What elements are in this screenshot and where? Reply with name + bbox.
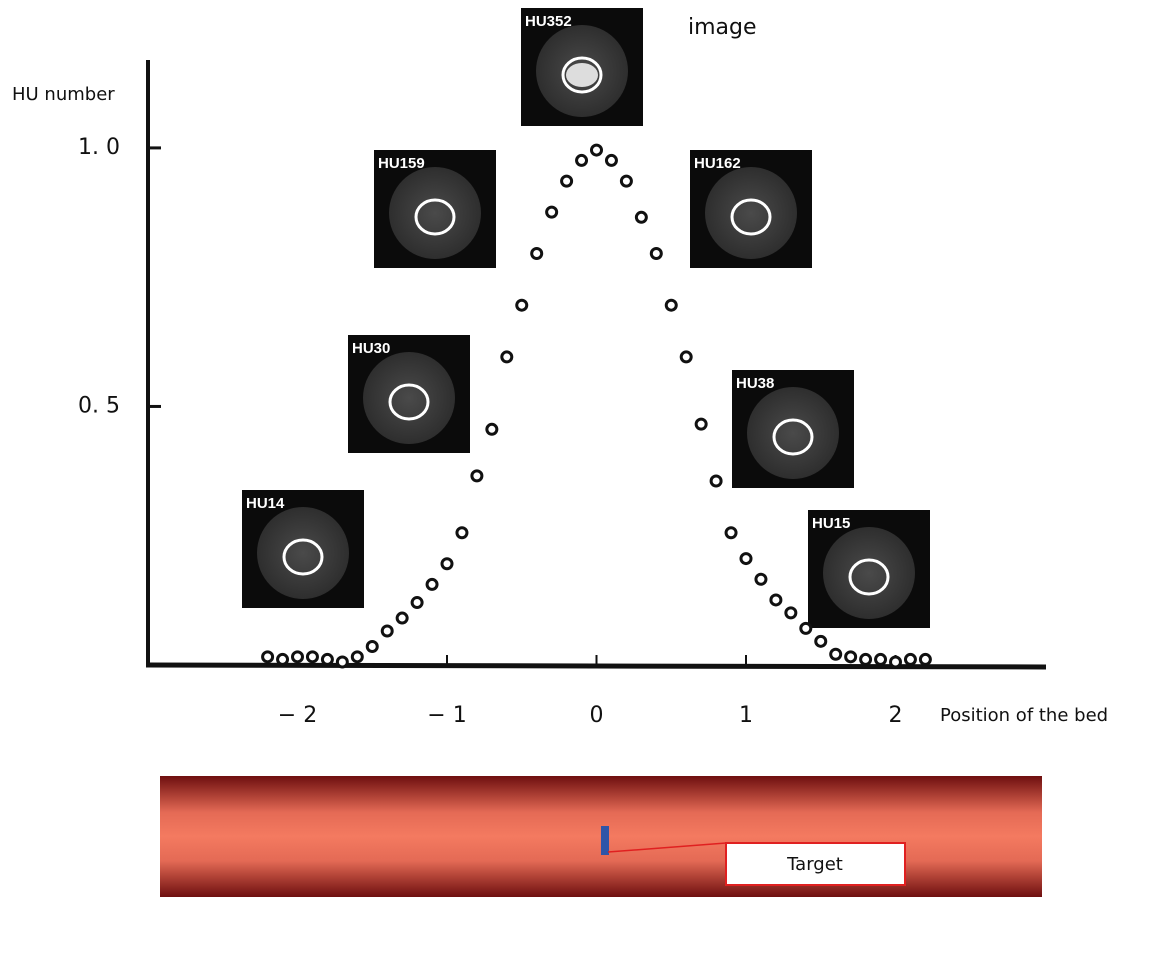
ct-hu-label: HU162 (694, 155, 741, 172)
point (636, 212, 646, 222)
ct-image: HU15 (808, 510, 930, 628)
point (293, 652, 303, 662)
ct-hu-label: HU15 (812, 515, 850, 532)
point (547, 207, 557, 217)
point (771, 595, 781, 605)
point (606, 155, 616, 165)
point (472, 471, 482, 481)
point (442, 559, 452, 569)
point (577, 155, 587, 165)
ct-hu-label: HU352 (525, 13, 572, 30)
point (756, 574, 766, 584)
ct-image: HU352 (521, 8, 643, 126)
point (427, 579, 437, 589)
point (397, 613, 407, 623)
ct-target (566, 63, 598, 87)
ct-image: HU38 (732, 370, 854, 488)
point (651, 248, 661, 258)
point (412, 598, 422, 608)
ct-disk (257, 507, 349, 599)
y-tick-label: 0. 5 (78, 393, 120, 418)
point (502, 352, 512, 362)
point (532, 248, 542, 258)
point (801, 623, 811, 633)
point (726, 528, 736, 538)
point (846, 652, 856, 662)
target-marker (601, 826, 609, 855)
point (457, 528, 467, 538)
x-axis-label: Position of the bed (940, 705, 1108, 726)
x-tick-label: − 2 (278, 703, 317, 728)
point (741, 554, 751, 564)
ct-hu-label: HU159 (378, 155, 425, 172)
ct-disk (705, 167, 797, 259)
point (711, 476, 721, 486)
point (831, 649, 841, 659)
point (786, 608, 796, 618)
image-label: image (688, 15, 757, 40)
point (592, 145, 602, 155)
point (876, 654, 886, 664)
ct-image: HU14 (242, 490, 364, 608)
x-tick-label: − 1 (427, 703, 466, 728)
point (816, 636, 826, 646)
point (278, 654, 288, 664)
ct-hu-label: HU14 (246, 495, 285, 512)
point (696, 419, 706, 429)
point (487, 424, 497, 434)
ct-image: HU159 (374, 150, 496, 268)
ct-image: HU162 (690, 150, 812, 268)
point (322, 654, 332, 664)
point (905, 654, 915, 664)
point (666, 300, 676, 310)
x-tick-label: 2 (889, 703, 903, 728)
point (263, 652, 273, 662)
point (517, 300, 527, 310)
ct-image: HU30 (348, 335, 470, 453)
x-tick-label: 1 (739, 703, 753, 728)
ct-hu-label: HU38 (736, 375, 774, 392)
ct-disk (363, 352, 455, 444)
point (891, 657, 901, 667)
point (562, 176, 572, 186)
chart: HU number Position of the bed image Targ… (0, 0, 1161, 970)
target-label: Target (786, 854, 843, 875)
x-tick-label: 0 (590, 703, 604, 728)
point (382, 626, 392, 636)
point (861, 654, 871, 664)
y-tick-label: 1. 0 (78, 135, 120, 160)
ct-hu-label: HU30 (352, 340, 390, 357)
point (920, 654, 930, 664)
y-axis-label: HU number (12, 84, 115, 105)
ct-disk (747, 387, 839, 479)
ct-disk (823, 527, 915, 619)
point (681, 352, 691, 362)
point (367, 641, 377, 651)
point (621, 176, 631, 186)
ct-disk (389, 167, 481, 259)
point (352, 652, 362, 662)
point (337, 657, 347, 667)
point (307, 652, 317, 662)
